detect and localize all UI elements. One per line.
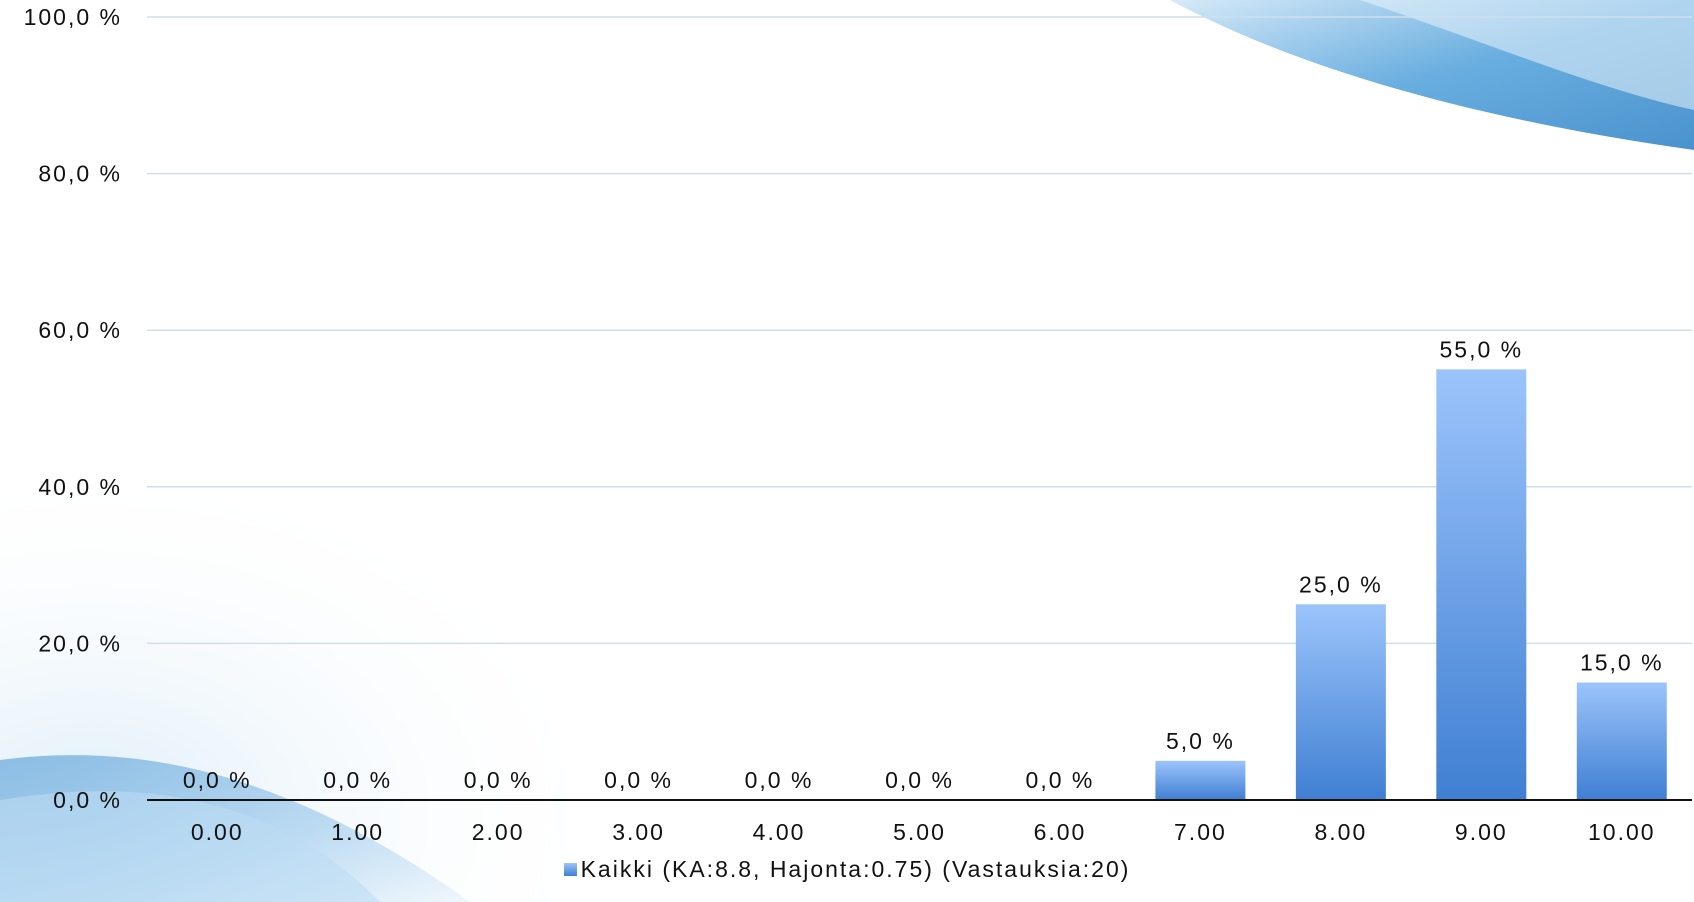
- x-tick-label: 7.00: [1174, 819, 1227, 845]
- data-label: 15,0 %: [1580, 650, 1664, 676]
- x-tick-label: 10.00: [1588, 819, 1656, 845]
- data-label: 0,0 %: [885, 767, 954, 793]
- y-tick-label: 80,0 %: [38, 161, 122, 187]
- data-labels: 0,0 % 0,0 % 0,0 % 0,0 % 0,0 % 0,0 % 0,0 % 5,0 %…: [183, 336, 1664, 793]
- x-tick-label: 0.00: [191, 819, 244, 845]
- legend: Kaikki (KA:8.8, Hajonta:0.75) (Vastauksi…: [0, 856, 1694, 883]
- x-tick-label: 2.00: [472, 819, 525, 845]
- x-tick-label: 4.00: [753, 819, 806, 845]
- bar: [1436, 369, 1527, 800]
- y-tick-label: 100,0 %: [24, 4, 122, 30]
- bar: [1295, 604, 1386, 800]
- data-label: 0,0 %: [183, 767, 252, 793]
- legend-swatch: [563, 863, 577, 876]
- y-tick-label: 20,0 %: [38, 630, 122, 656]
- data-label: 25,0 %: [1299, 571, 1383, 597]
- x-tick-label: 5.00: [893, 819, 946, 845]
- bar: [1155, 760, 1246, 800]
- data-label: 0,0 %: [604, 767, 673, 793]
- x-tick-label: 6.00: [1034, 819, 1087, 845]
- y-tick-label: 60,0 %: [38, 317, 122, 343]
- x-tick-label: 8.00: [1314, 819, 1367, 845]
- x-tick-label: 3.00: [612, 819, 665, 845]
- y-tick-label: 40,0 %: [38, 474, 122, 500]
- legend-label: Kaikki (KA:8.8, Hajonta:0.75) (Vastauksi…: [580, 856, 1131, 882]
- y-tick-label: 0,0 %: [53, 787, 122, 813]
- gridlines: [147, 16, 1692, 645]
- data-label: 0,0 %: [323, 767, 392, 793]
- x-tick-label: 9.00: [1455, 819, 1508, 845]
- bar: [1576, 682, 1667, 800]
- x-tick-label: 1.00: [331, 819, 384, 845]
- data-label: 55,0 %: [1440, 336, 1524, 362]
- data-label: 0,0 %: [464, 767, 533, 793]
- data-label: 0,0 %: [1026, 767, 1095, 793]
- data-label: 5,0 %: [1166, 728, 1235, 754]
- data-label: 0,0 %: [745, 767, 814, 793]
- bars: [1155, 369, 1667, 800]
- axis-ticks: 0,0 % 20,0 % 40,0 % 60,0 % 80,0 % 100,0 % 0.00…: [24, 4, 1656, 845]
